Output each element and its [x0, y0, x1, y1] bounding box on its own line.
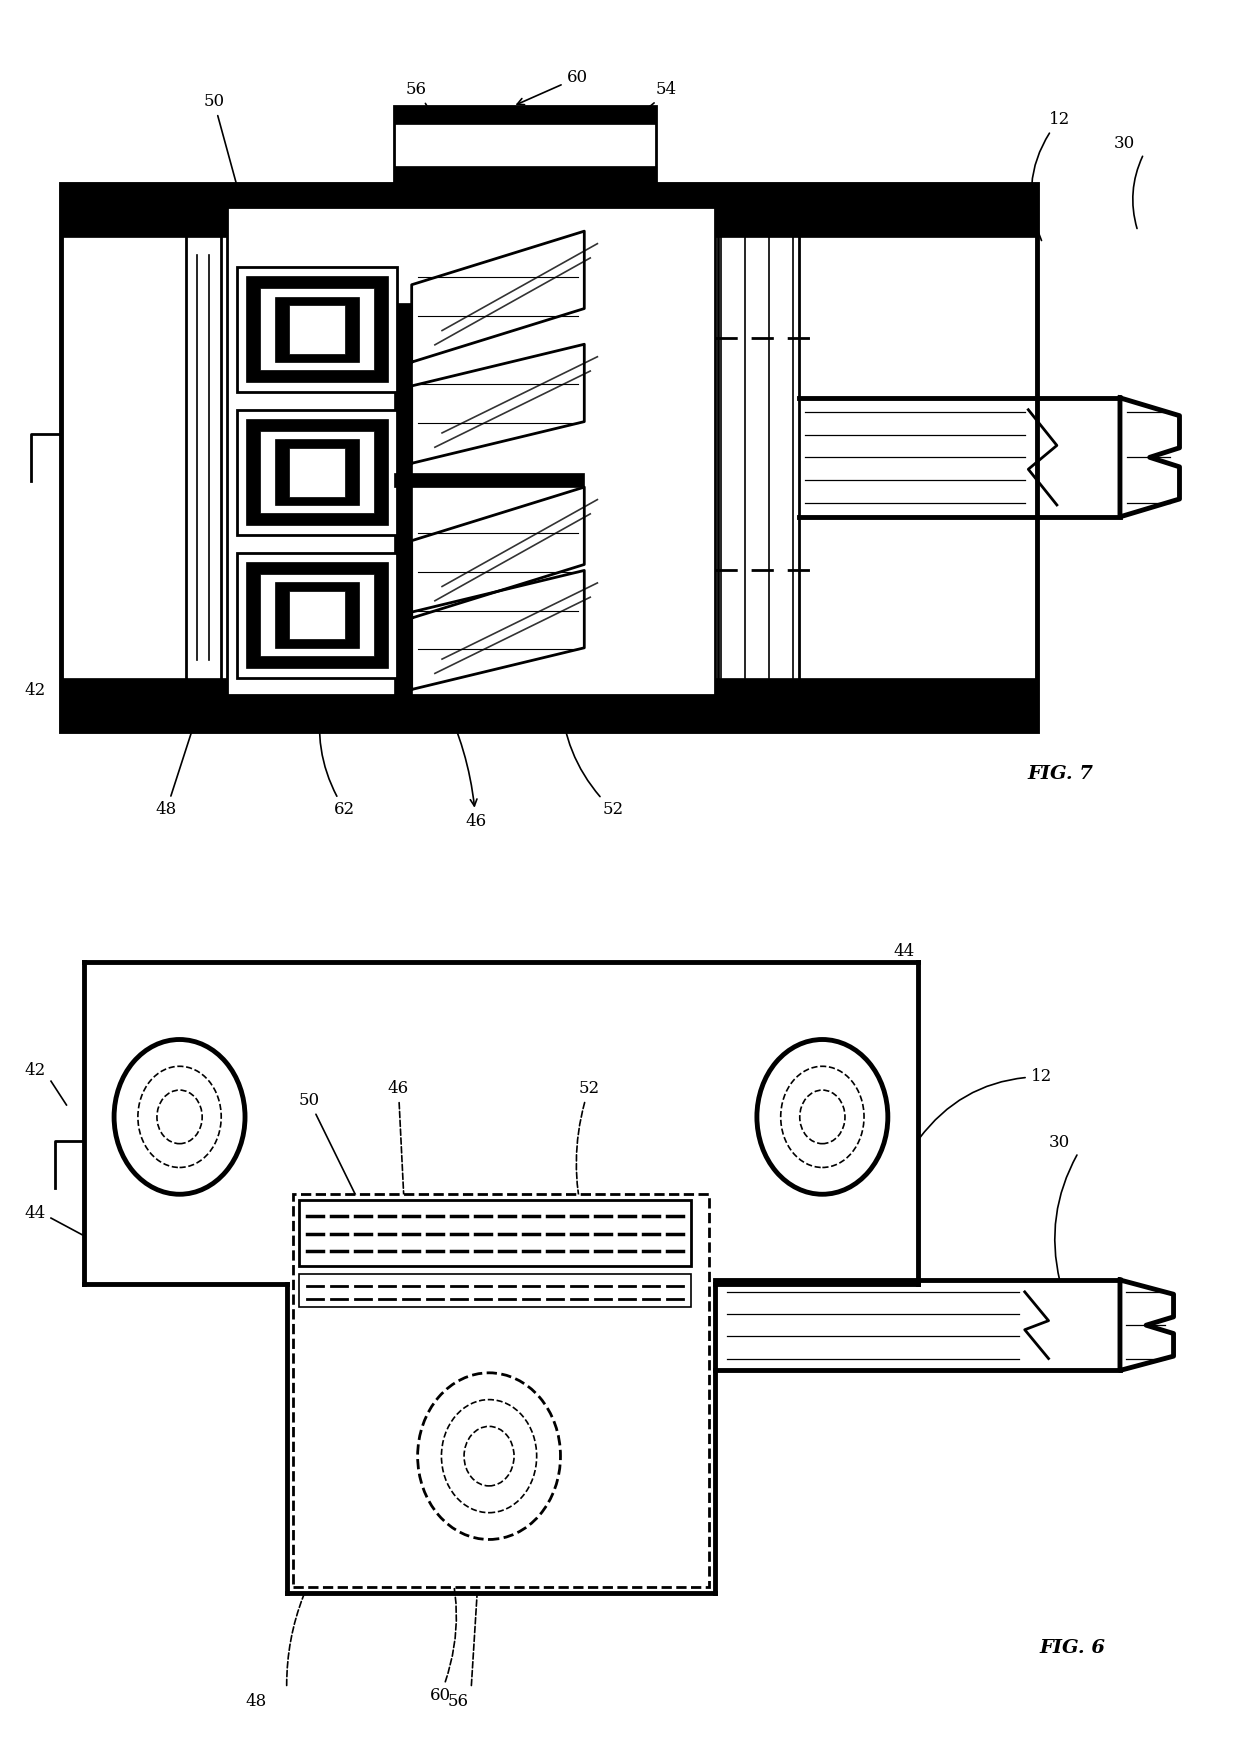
Text: 30: 30	[1114, 135, 1136, 151]
Text: 54: 54	[599, 81, 677, 120]
Text: FIG. 6: FIG. 6	[1039, 1639, 1105, 1657]
Bar	[394, 473, 584, 487]
Text: FIG. 7: FIG. 7	[1028, 765, 1094, 783]
Bar	[237, 267, 397, 392]
Text: 44: 44	[25, 1205, 46, 1223]
Text: 42: 42	[25, 1062, 46, 1080]
Text: 60: 60	[517, 69, 588, 104]
Text: 62: 62	[320, 698, 356, 818]
Bar	[299, 1200, 692, 1266]
Bar	[260, 573, 373, 656]
Bar	[227, 208, 715, 695]
Ellipse shape	[114, 1040, 246, 1194]
Text: 30: 30	[1049, 1133, 1070, 1150]
Bar	[394, 165, 656, 183]
Bar	[275, 297, 360, 362]
Ellipse shape	[800, 1091, 844, 1143]
Bar	[289, 304, 345, 354]
Ellipse shape	[441, 1400, 537, 1513]
Bar	[289, 591, 345, 640]
Bar	[247, 563, 388, 668]
Bar	[237, 552, 397, 677]
Polygon shape	[1120, 1281, 1173, 1370]
Ellipse shape	[781, 1066, 864, 1168]
Polygon shape	[412, 487, 584, 617]
Text: 60: 60	[429, 1543, 456, 1704]
Text: 52: 52	[560, 698, 624, 818]
Bar	[260, 288, 373, 371]
Bar	[275, 582, 360, 647]
Bar	[275, 440, 360, 505]
Text: 46: 46	[443, 698, 486, 830]
Text: 52: 52	[577, 1080, 599, 1221]
Ellipse shape	[464, 1427, 515, 1486]
Bar	[260, 431, 373, 514]
Bar	[61, 677, 1037, 732]
Bar	[289, 449, 345, 496]
Bar	[247, 276, 388, 382]
Ellipse shape	[756, 1040, 888, 1194]
Text: 46: 46	[388, 1080, 409, 1231]
Text: 42: 42	[25, 682, 46, 700]
Text: 50: 50	[299, 1092, 357, 1198]
Text: 50: 50	[203, 93, 250, 234]
Bar	[61, 183, 1037, 732]
Polygon shape	[412, 230, 584, 362]
Text: 56: 56	[405, 81, 455, 234]
Polygon shape	[1120, 398, 1179, 517]
Ellipse shape	[138, 1066, 221, 1168]
Text: 56: 56	[448, 1694, 469, 1710]
Ellipse shape	[418, 1372, 560, 1539]
Bar	[61, 183, 1037, 237]
Bar	[394, 303, 412, 695]
Text: 12: 12	[919, 1068, 1052, 1138]
Bar	[237, 410, 397, 535]
Text: 48: 48	[246, 1694, 267, 1710]
Bar	[394, 106, 656, 183]
Ellipse shape	[157, 1091, 202, 1143]
Bar	[299, 1274, 692, 1307]
Bar	[394, 106, 656, 125]
Text: 12: 12	[1032, 111, 1070, 241]
Bar	[293, 1194, 709, 1587]
Bar	[247, 419, 388, 526]
Text: 44: 44	[894, 943, 915, 960]
Polygon shape	[412, 345, 584, 463]
Text: 48: 48	[156, 698, 202, 818]
Polygon shape	[412, 570, 584, 690]
